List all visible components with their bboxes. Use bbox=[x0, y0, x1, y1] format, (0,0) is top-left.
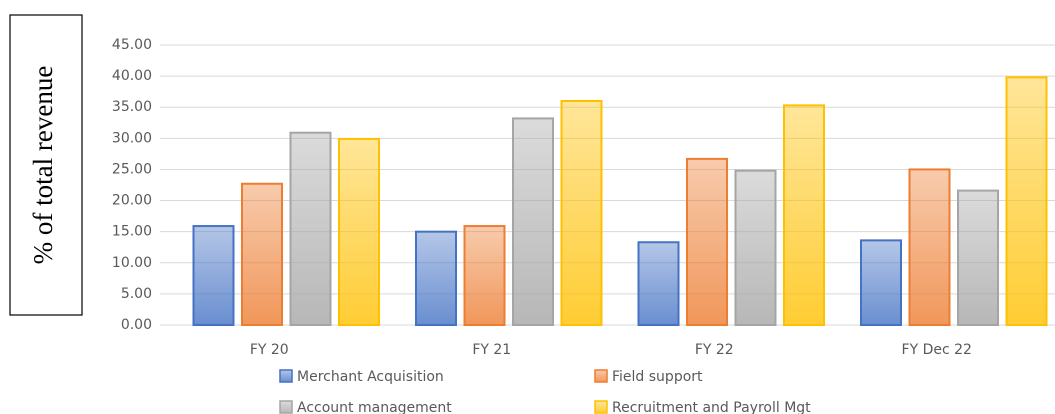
bar bbox=[192, 225, 235, 326]
y-tick-label: 5.00 bbox=[121, 286, 152, 302]
bar bbox=[783, 104, 825, 326]
bar bbox=[1005, 76, 1048, 326]
y-axis-label: % of total revenue bbox=[28, 66, 58, 265]
legend-label: Account management bbox=[297, 400, 452, 414]
bar bbox=[560, 100, 603, 326]
legend-swatch bbox=[594, 400, 608, 414]
legend-swatch bbox=[279, 400, 293, 414]
y-tick-label: 0.00 bbox=[121, 317, 152, 333]
x-tick-label: FY 22 bbox=[695, 342, 734, 358]
y-tick-label: 20.00 bbox=[112, 193, 152, 209]
y-tick-label: 40.00 bbox=[112, 68, 152, 84]
bar bbox=[734, 169, 777, 326]
bar bbox=[512, 117, 554, 326]
bar bbox=[957, 189, 999, 326]
x-tick-label: FY Dec 22 bbox=[902, 342, 972, 358]
legend-label: Recruitment and Payroll Mgt bbox=[612, 400, 811, 414]
legend-label: Merchant Acquisition bbox=[297, 369, 444, 385]
bar bbox=[241, 182, 283, 326]
bar bbox=[415, 230, 457, 327]
y-tick-label: 25.00 bbox=[112, 161, 152, 177]
x-tick-label: FY 20 bbox=[250, 342, 289, 358]
x-tick-label: FY 21 bbox=[472, 342, 511, 358]
y-label-box bbox=[9, 14, 83, 316]
legend-swatch bbox=[279, 369, 293, 383]
legend-swatch bbox=[594, 369, 608, 383]
bar bbox=[463, 225, 506, 326]
y-tick-label: 35.00 bbox=[112, 99, 152, 115]
y-tick-label: 15.00 bbox=[112, 224, 152, 240]
y-tick-label: 45.00 bbox=[112, 37, 152, 53]
legend-label: Field support bbox=[612, 369, 703, 385]
bar bbox=[686, 157, 728, 326]
bar bbox=[338, 137, 380, 326]
bar bbox=[908, 168, 951, 326]
y-tick-label: 10.00 bbox=[112, 255, 152, 271]
bar bbox=[860, 239, 902, 326]
y-tick-label: 30.00 bbox=[112, 130, 152, 146]
bar bbox=[289, 131, 332, 326]
bar bbox=[637, 241, 680, 326]
